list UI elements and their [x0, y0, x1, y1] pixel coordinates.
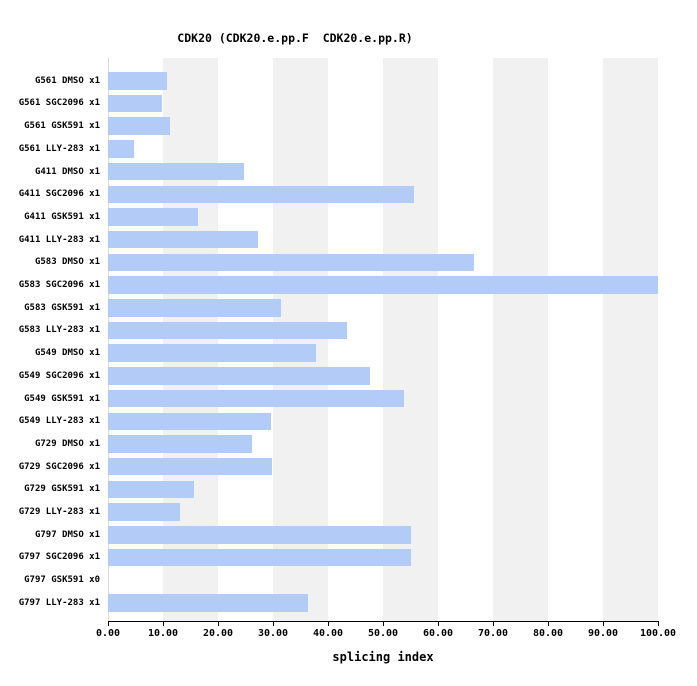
y-tick-label: G583 DMSO x1: [34, 257, 100, 268]
bar: [108, 321, 347, 340]
bar: [108, 72, 167, 90]
y-tick-label: G729 SGC2096 x1: [18, 461, 100, 472]
x-axis-line: [108, 621, 659, 622]
x-axis-tick: [328, 622, 329, 626]
bar: [108, 140, 134, 158]
y-tick-label: G411 DMSO x1: [34, 166, 100, 177]
bar: [108, 162, 245, 181]
bar: [108, 389, 405, 408]
y-tick-label: G549 LLY-283 x1: [18, 416, 100, 427]
bar: [108, 480, 195, 499]
y-tick-label: G561 DMSO x1: [34, 75, 100, 86]
x-tick-label: 20.00: [202, 628, 234, 639]
chart-title: CDK20 (CDK20.e.pp.F CDK20.e.pp.R): [177, 31, 413, 45]
x-axis-tick: [383, 622, 384, 626]
bar: [108, 230, 258, 249]
x-axis-tick: [658, 622, 659, 626]
x-tick-label: 0.00: [95, 628, 121, 639]
y-tick-label: G549 DMSO x1: [34, 348, 100, 359]
x-tick-label: 40.00: [312, 628, 344, 639]
y-tick-label: G583 LLY-283 x1: [18, 325, 100, 336]
bar: [108, 208, 199, 226]
y-tick-label: G583 GSK591 x1: [24, 302, 100, 313]
x-tick-label: 10.00: [147, 628, 179, 639]
y-tick-label: G561 GSK591 x1: [24, 121, 100, 132]
bar: [108, 412, 271, 430]
y-tick-label: G411 LLY-283 x1: [18, 234, 100, 245]
background-stripe: [603, 58, 658, 621]
y-axis-line: [108, 58, 109, 621]
y-tick-label: G729 LLY-283 x1: [18, 507, 100, 518]
y-tick-label: G797 DMSO x1: [34, 529, 100, 540]
x-tick-label: 80.00: [532, 628, 564, 639]
y-tick-label: G797 LLY-283 x1: [18, 597, 100, 608]
x-tick-label: 50.00: [367, 628, 399, 639]
bar: [108, 526, 412, 544]
bar: [108, 253, 475, 272]
x-axis-tick: [273, 622, 274, 626]
bar: [108, 435, 253, 453]
y-tick-label: G411 SGC2096 x1: [18, 189, 100, 200]
bar: [108, 94, 162, 113]
x-tick-label: 100.00: [639, 628, 677, 639]
bar: [108, 299, 281, 317]
bar: [108, 276, 658, 294]
x-axis-tick: [438, 622, 439, 626]
x-axis-title: splicing index: [332, 650, 434, 664]
y-tick-label: G561 SGC2096 x1: [18, 98, 100, 109]
x-axis-tick: [108, 622, 109, 626]
bar: [108, 594, 308, 612]
y-tick-label: G729 DMSO x1: [34, 438, 100, 449]
background-stripe: [493, 58, 548, 621]
bar: [108, 367, 371, 385]
y-tick-label: G561 LLY-283 x1: [18, 143, 100, 154]
x-axis-tick: [603, 622, 604, 626]
bar: [108, 457, 273, 476]
x-axis-tick: [218, 622, 219, 626]
x-tick-label: 90.00: [587, 628, 619, 639]
bar: [108, 344, 317, 362]
y-tick-label: G549 SGC2096 x1: [18, 370, 100, 381]
x-tick-label: 70.00: [477, 628, 509, 639]
x-axis-tick: [493, 622, 494, 626]
x-axis-tick: [163, 622, 164, 626]
bar: [108, 185, 414, 203]
y-tick-label: G411 GSK591 x1: [24, 211, 100, 222]
x-axis-tick: [548, 622, 549, 626]
x-tick-label: 60.00: [422, 628, 454, 639]
y-tick-label: G797 GSK591 x0: [24, 575, 100, 586]
bar: [108, 503, 180, 521]
y-tick-label: G797 SGC2096 x1: [18, 552, 100, 563]
bar: [108, 548, 411, 567]
y-tick-label: G729 GSK591 x1: [24, 484, 100, 495]
y-tick-label: G549 GSK591 x1: [24, 393, 100, 404]
y-tick-label: G583 SGC2096 x1: [18, 280, 100, 291]
bar: [108, 117, 170, 135]
x-tick-label: 30.00: [257, 628, 289, 639]
